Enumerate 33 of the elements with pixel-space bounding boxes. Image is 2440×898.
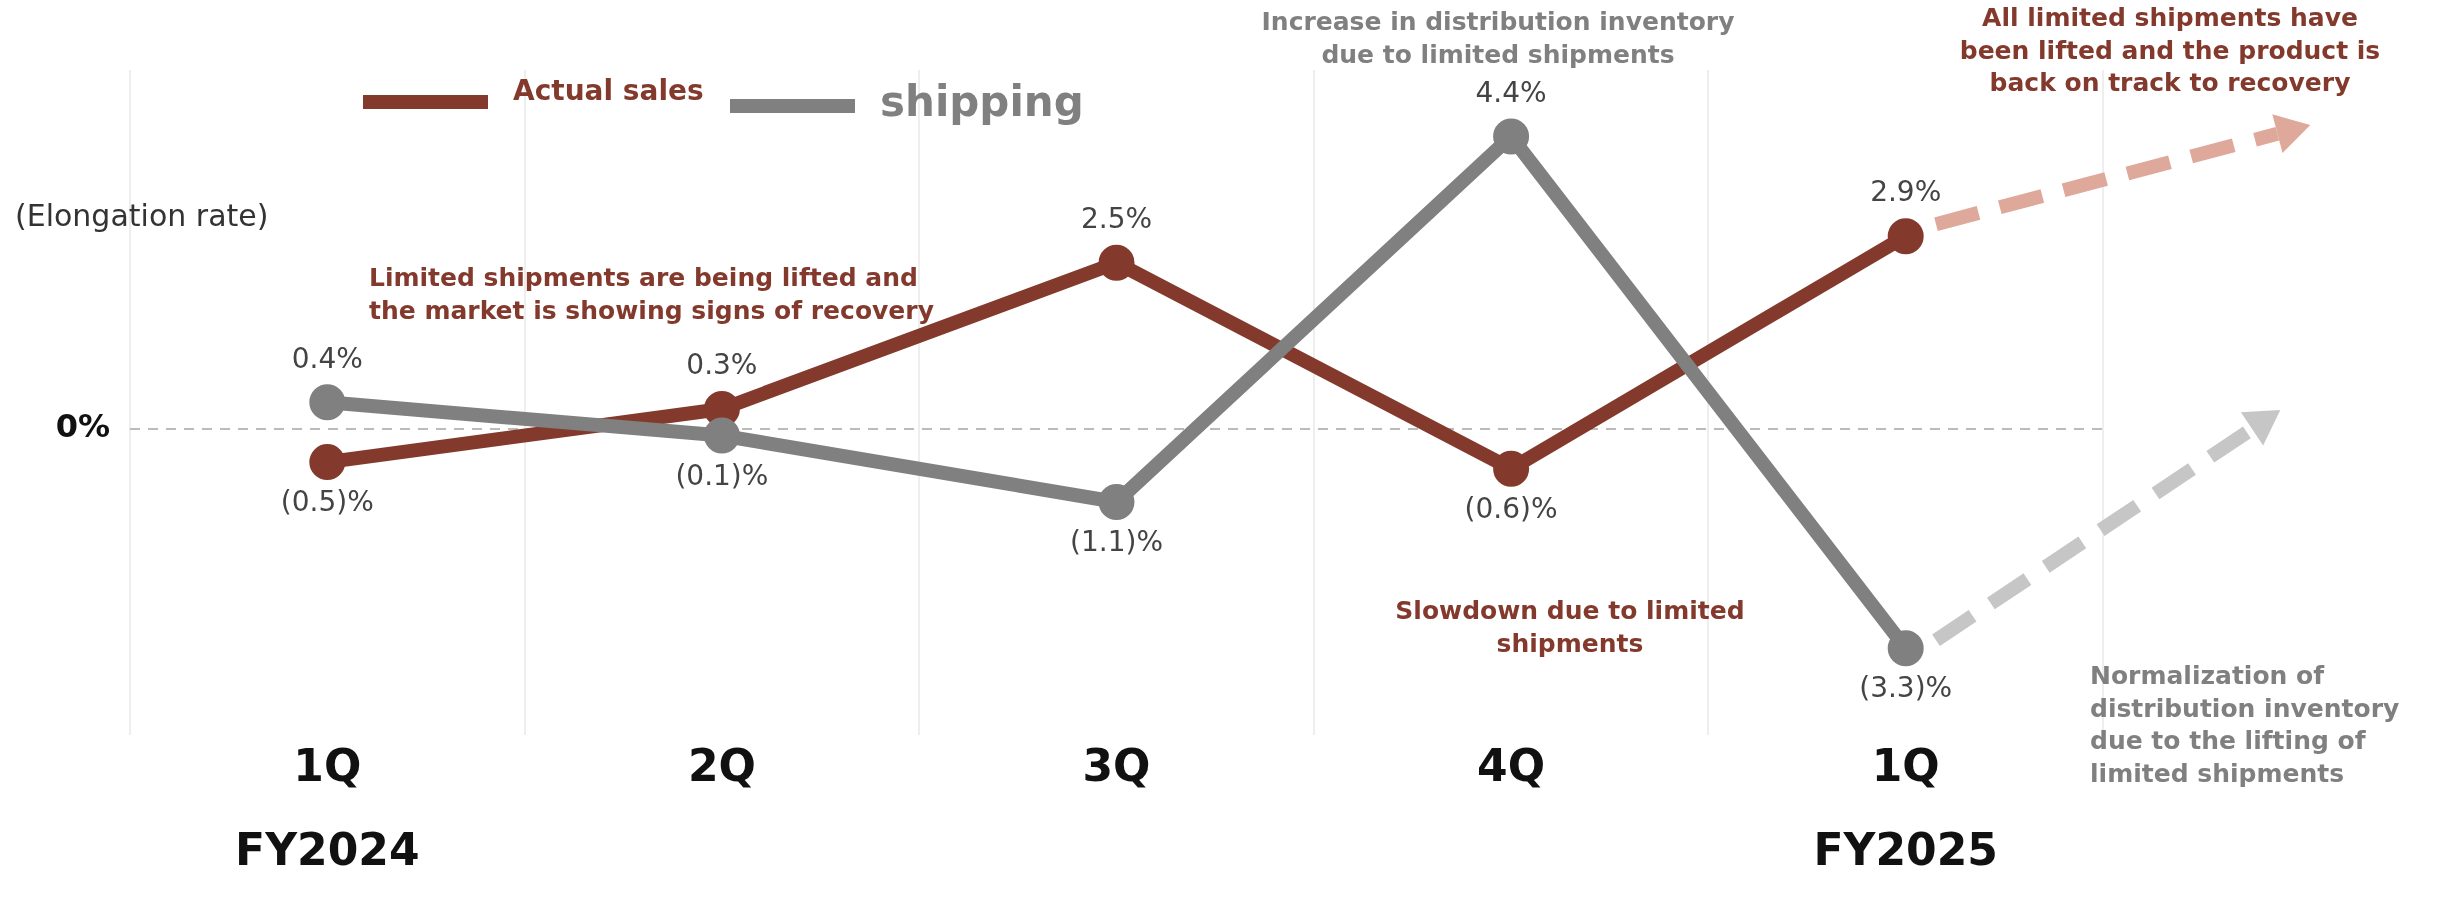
x-tick-label: 4Q	[1477, 739, 1546, 791]
data-label: 0.4%	[291, 341, 363, 375]
point	[1493, 450, 1530, 487]
annotation: All limited shipments have been lifted and the product is back on track to recovery	[1958, 2, 2382, 99]
data-label: 2.5%	[1080, 202, 1153, 236]
data-label: 0.3%	[686, 348, 758, 382]
point	[309, 384, 346, 421]
legend-label: shipping	[880, 77, 1084, 126]
text: Increase in distribution inventory due to limited shipments	[1260, 6, 1736, 71]
ref-line-label: 0%	[55, 407, 110, 446]
annotation: Slowdown due to limited shipments	[1394, 595, 1746, 660]
data-label: (1.1)%	[1070, 525, 1163, 559]
point	[1887, 218, 1924, 255]
annotation: Limited shipments are being lifted and the market is showing signs of recovery	[369, 262, 935, 327]
x-tick-label: 3Q	[1082, 739, 1151, 791]
data-label: (0.5)%	[280, 485, 374, 519]
legend-label: Actual sales	[513, 73, 704, 107]
y-axis-title: (Elongation rate)	[15, 198, 269, 233]
point	[1887, 630, 1924, 667]
x-tick-label: 1Q FY2025	[1813, 739, 1998, 875]
point	[1493, 118, 1530, 155]
data-label: (0.1)%	[675, 458, 769, 492]
data-label: (3.3)%	[1859, 671, 1953, 705]
point	[703, 417, 740, 454]
annotation: Normalization of distribution inventory due to the lifting of limited shipments	[2090, 660, 2401, 790]
point	[1098, 483, 1135, 520]
point	[309, 444, 346, 481]
point	[1098, 244, 1135, 281]
data-label: 4.4%	[1475, 75, 1547, 109]
x-tick-label: 1Q FY2024	[235, 739, 420, 875]
data-label: 2.9%	[1870, 175, 1942, 209]
data-label: (0.6)%	[1464, 492, 1558, 526]
x-tick-label: 2Q	[687, 739, 756, 791]
